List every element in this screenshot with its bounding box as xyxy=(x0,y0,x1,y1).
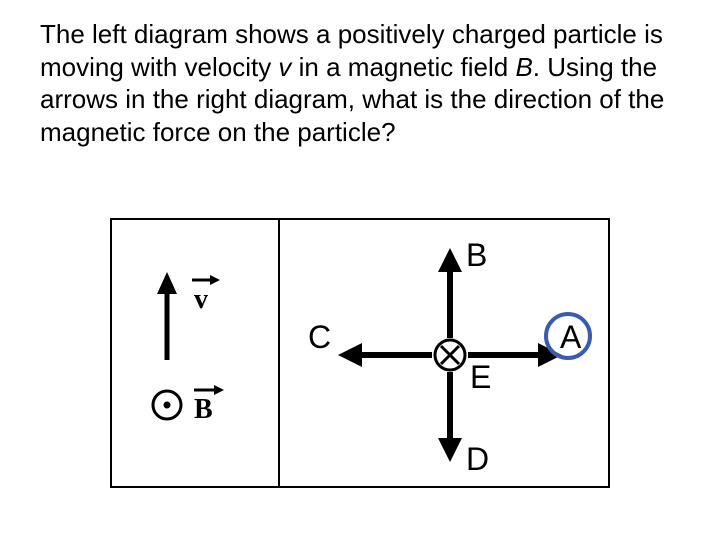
b-out-dot xyxy=(164,402,171,409)
b-label: B xyxy=(194,394,213,425)
left-panel: v B xyxy=(110,218,280,488)
question-text: The left diagram shows a positively char… xyxy=(40,18,680,148)
b-overarrow-head xyxy=(214,385,224,395)
q-B: B xyxy=(515,52,532,82)
q-part-2: in a magnetic field xyxy=(291,52,515,82)
v-label: v xyxy=(194,284,208,315)
arrow-D-head xyxy=(438,438,462,462)
arrow-C-head xyxy=(338,343,362,367)
v-arrow-head xyxy=(157,272,177,294)
v-overarrow-head xyxy=(210,275,220,285)
arrow-B-head xyxy=(438,248,462,272)
label-B: B xyxy=(466,237,487,273)
label-D: D xyxy=(466,441,489,477)
label-E: E xyxy=(470,359,491,395)
diagram-container: v B B A C xyxy=(110,218,610,488)
answer-circle xyxy=(544,312,592,360)
left-panel-svg: v B xyxy=(112,220,282,490)
q-v: v xyxy=(278,52,291,82)
label-C: C xyxy=(308,319,331,355)
